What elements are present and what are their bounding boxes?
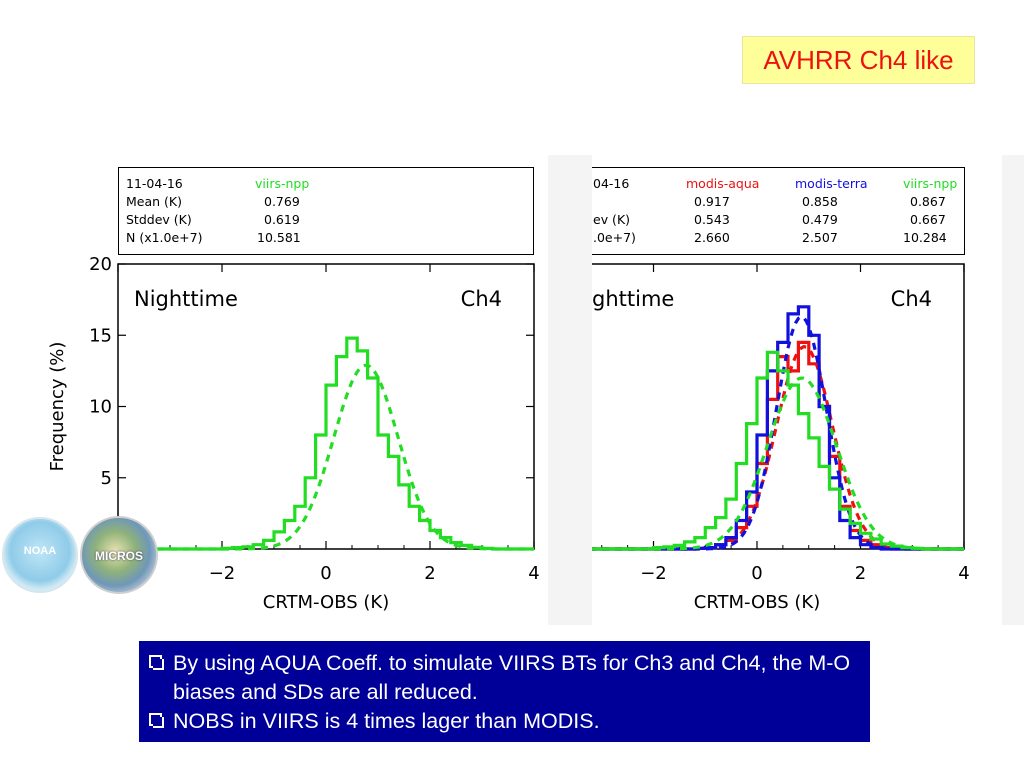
histogram-line-modis-aqua bbox=[592, 340, 964, 551]
y-tick-label: 15 bbox=[89, 325, 112, 346]
stats-value: 0.917 bbox=[694, 194, 730, 209]
y-tick-label: 5 bbox=[101, 468, 112, 489]
gaussian-fit-viirs-npp bbox=[592, 376, 964, 551]
stats-value: 0.867 bbox=[910, 194, 946, 209]
x-axis-label: CRTM-OBS (K) bbox=[263, 592, 389, 613]
x-tick-label: 4 bbox=[958, 563, 969, 584]
sensor-name-modis-aqua: modis-aqua bbox=[686, 176, 760, 191]
note-item: NOBS in VIIRS is 4 times lager than MODI… bbox=[147, 707, 856, 736]
sensor-name-viirs-npp: viirs-npp bbox=[255, 176, 310, 191]
stats-row-mean: Mean (K) bbox=[126, 194, 182, 209]
micros-logo: MICROS bbox=[80, 516, 158, 594]
x-tick-label: 4 bbox=[528, 563, 539, 584]
x-axis-label: CRTM-OBS (K) bbox=[694, 592, 820, 613]
stats-value: 0.479 bbox=[802, 212, 838, 227]
stats-row-stddev: ev (K) bbox=[593, 212, 631, 227]
noaa-logo: NOAA bbox=[2, 517, 78, 593]
micros-logo-text: MICROS bbox=[95, 549, 143, 563]
y-tick-label: 10 bbox=[89, 397, 112, 418]
x-tick-label: 2 bbox=[855, 563, 866, 584]
y-tick-label: 20 bbox=[89, 254, 112, 275]
right-histogram-chart: −2 0 2 4 ghttime Ch4 CRTM-OBS (K) bbox=[592, 263, 970, 613]
right-stats-box: 04-16 ev (K) .0e+7) modis-aqua 0.917 0.5… bbox=[592, 167, 965, 255]
stats-row-n: N (x1.0e+7) bbox=[126, 230, 203, 245]
note-text: NOBS in VIIRS is 4 times lager than MODI… bbox=[173, 709, 600, 733]
x-tick-label: 0 bbox=[751, 563, 762, 584]
stats-date: 11-04-16 bbox=[126, 176, 183, 191]
y-axis-label: Frequency (%) bbox=[47, 342, 68, 472]
x-tick-label: 2 bbox=[424, 563, 435, 584]
stats-date: 04-16 bbox=[593, 176, 630, 191]
stats-row-stddev: Stddev (K) bbox=[126, 212, 192, 227]
sensor-name-modis-terra: modis-terra bbox=[795, 176, 868, 191]
panel-label-time: Nighttime bbox=[134, 287, 238, 311]
x-tick-label: 0 bbox=[320, 563, 331, 584]
checkbox-bullet-icon bbox=[149, 713, 164, 728]
panel-label-time: ghttime bbox=[592, 287, 674, 311]
x-tick-label: −2 bbox=[640, 563, 667, 584]
stats-value: 0.619 bbox=[264, 212, 300, 227]
panel-label-channel: Ch4 bbox=[891, 287, 932, 311]
histogram-line-modis-terra bbox=[592, 305, 964, 551]
stats-value: 0.858 bbox=[802, 194, 838, 209]
left-histogram-chart: −4−202405101520NighttimeCh4CRTM-OBS (K)F… bbox=[47, 254, 540, 613]
stats-value: 2.507 bbox=[802, 230, 838, 245]
note-item: By using AQUA Coeff. to simulate VIIRS B… bbox=[147, 649, 856, 707]
stats-value: 2.660 bbox=[694, 230, 730, 245]
x-tick-label: −2 bbox=[209, 563, 236, 584]
slide-title: AVHRR Ch4 like bbox=[742, 36, 975, 84]
sensor-name-viirs-npp: viirs-npp bbox=[903, 176, 958, 191]
stats-value: 10.581 bbox=[257, 230, 301, 245]
left-stats-box: 11-04-16 Mean (K) Stddev (K) N (x1.0e+7)… bbox=[118, 167, 534, 255]
right-figure-panel: 04-16 ev (K) .0e+7) modis-aqua 0.917 0.5… bbox=[592, 155, 1002, 625]
gaussian-fit-viirs-npp bbox=[118, 363, 534, 551]
stats-value: 0.543 bbox=[694, 212, 730, 227]
note-text: By using AQUA Coeff. to simulate VIIRS B… bbox=[173, 651, 851, 704]
notes-box: By using AQUA Coeff. to simulate VIIRS B… bbox=[139, 641, 870, 742]
noaa-logo-text: NOAA bbox=[23, 545, 57, 557]
stats-value: 0.667 bbox=[910, 212, 946, 227]
histogram-line-viirs-npp bbox=[118, 336, 534, 551]
stats-value: 0.769 bbox=[264, 194, 300, 209]
stats-row-n: .0e+7) bbox=[593, 230, 636, 245]
stats-value: 10.284 bbox=[903, 230, 947, 245]
panel-label-channel: Ch4 bbox=[461, 287, 502, 311]
checkbox-bullet-icon bbox=[149, 655, 164, 670]
